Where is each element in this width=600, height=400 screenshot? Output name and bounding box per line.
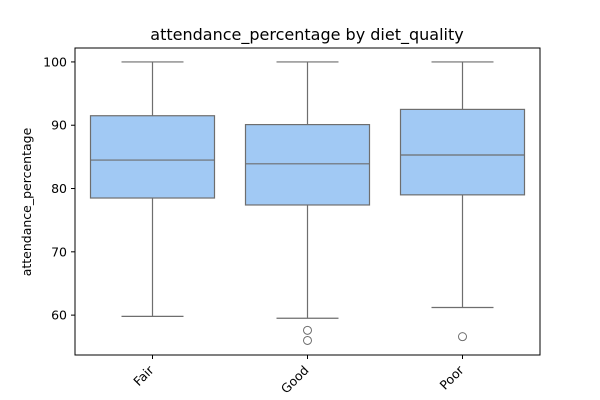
- box-fair: [89, 115, 216, 199]
- y-tick-label: 90: [51, 118, 67, 133]
- box-good: [244, 123, 371, 206]
- outlier-point: [458, 332, 467, 342]
- y-tick-label: 70: [51, 244, 67, 259]
- x-tick-label: Fair: [130, 362, 157, 389]
- x-tick-label: Good: [278, 363, 312, 397]
- chart-title: attendance_percentage by diet_quality: [150, 25, 463, 45]
- plot-area: 60 70 80 90 100 Fair Good Poor: [43, 47, 541, 397]
- y-tick-label: 100: [43, 54, 67, 69]
- y-tick-label: 80: [51, 181, 67, 196]
- y-tick-label: 60: [51, 308, 67, 323]
- outlier-point: [303, 325, 312, 335]
- x-tick-label: Poor: [437, 362, 468, 393]
- outlier-point: [303, 335, 312, 345]
- y-axis-label: attendance_percentage: [19, 127, 34, 276]
- box-poor: [399, 108, 526, 196]
